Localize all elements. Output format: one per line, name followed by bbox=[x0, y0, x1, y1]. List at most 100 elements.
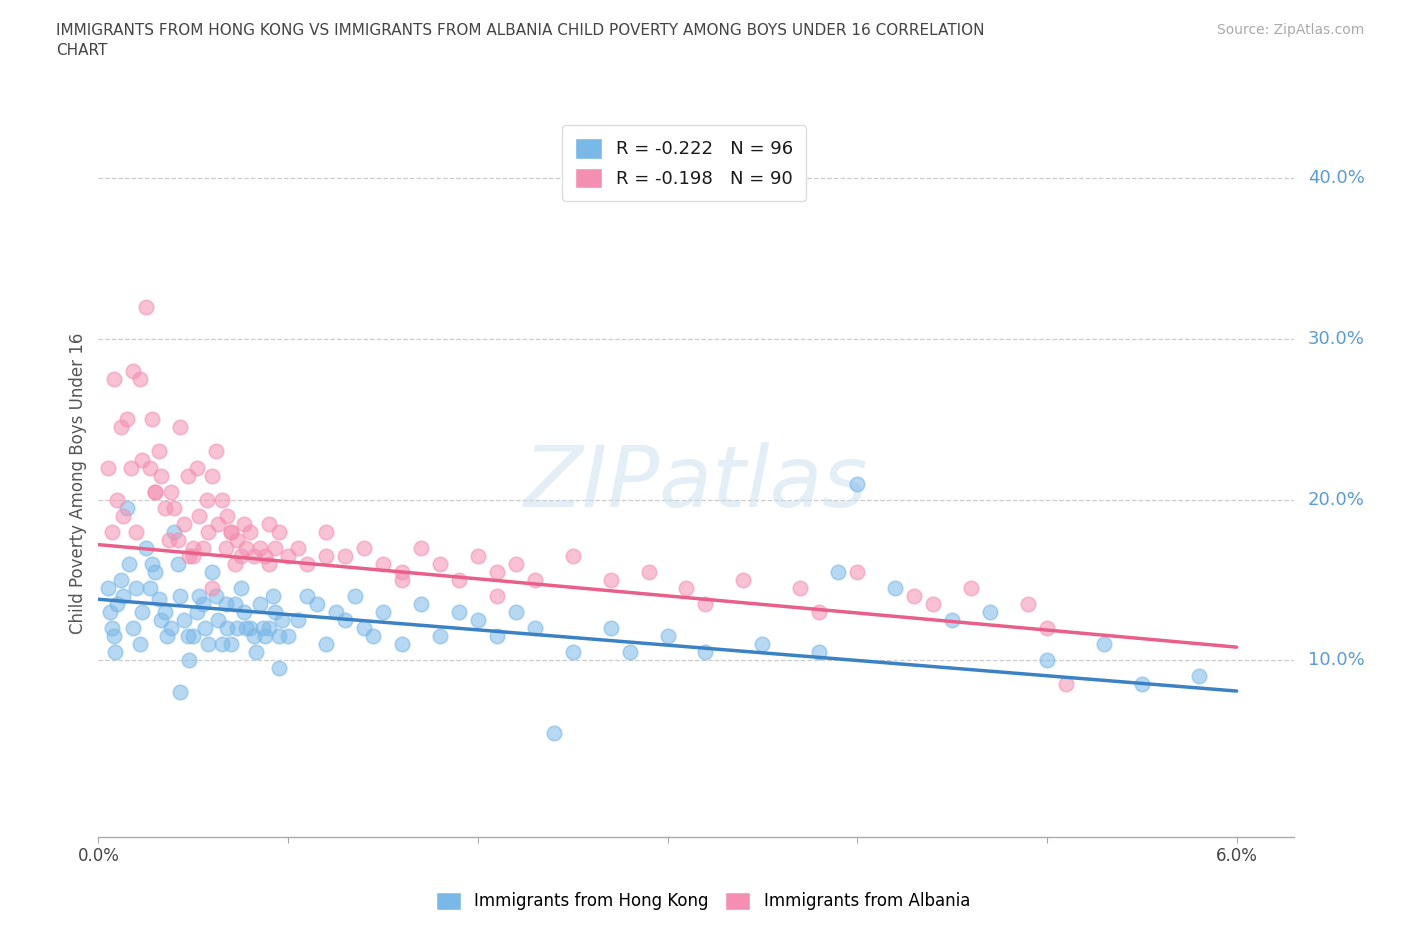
Point bbox=[271, 613, 294, 628]
Point bbox=[103, 629, 125, 644]
Point bbox=[233, 604, 256, 619]
Point bbox=[157, 532, 180, 547]
Point bbox=[254, 549, 277, 564]
Point bbox=[105, 597, 128, 612]
Point bbox=[922, 597, 945, 612]
Point bbox=[129, 637, 152, 652]
Point bbox=[150, 468, 173, 483]
Point bbox=[239, 620, 262, 635]
Point bbox=[153, 500, 176, 515]
Point bbox=[219, 637, 242, 652]
Point bbox=[225, 620, 247, 635]
Point bbox=[131, 604, 153, 619]
Point bbox=[295, 556, 318, 571]
Point bbox=[110, 420, 132, 435]
Point bbox=[561, 549, 583, 564]
Point bbox=[112, 509, 135, 524]
Point bbox=[100, 525, 122, 539]
Point bbox=[191, 540, 214, 555]
Point bbox=[201, 565, 224, 579]
Point bbox=[1130, 677, 1153, 692]
Point bbox=[485, 589, 508, 604]
Text: IMMIGRANTS FROM HONG KONG VS IMMIGRANTS FROM ALBANIA CHILD POVERTY AMONG BOYS UN: IMMIGRANTS FROM HONG KONG VS IMMIGRANTS … bbox=[56, 23, 984, 58]
Point bbox=[467, 549, 489, 564]
Point bbox=[169, 420, 191, 435]
Point bbox=[343, 589, 366, 604]
Point bbox=[1054, 677, 1077, 692]
Point bbox=[391, 565, 413, 579]
Point bbox=[148, 444, 170, 458]
Point bbox=[98, 604, 121, 619]
Y-axis label: Child Poverty Among Boys Under 16: Child Poverty Among Boys Under 16 bbox=[69, 333, 87, 634]
Point bbox=[599, 620, 621, 635]
Point bbox=[135, 299, 157, 314]
Point bbox=[181, 540, 204, 555]
Point bbox=[100, 620, 122, 635]
Point bbox=[235, 540, 257, 555]
Point bbox=[315, 525, 337, 539]
Point bbox=[637, 565, 659, 579]
Point bbox=[1036, 653, 1059, 668]
Point bbox=[219, 525, 242, 539]
Point bbox=[254, 629, 277, 644]
Point bbox=[409, 597, 432, 612]
Point bbox=[121, 364, 143, 379]
Point bbox=[325, 604, 347, 619]
Point bbox=[695, 597, 717, 612]
Point bbox=[979, 604, 1001, 619]
Text: Source: ZipAtlas.com: Source: ZipAtlas.com bbox=[1216, 23, 1364, 37]
Point bbox=[429, 556, 451, 571]
Point bbox=[143, 485, 166, 499]
Point bbox=[287, 540, 309, 555]
Point bbox=[846, 565, 869, 579]
Point bbox=[186, 460, 208, 475]
Point bbox=[233, 516, 256, 531]
Point bbox=[277, 629, 299, 644]
Point bbox=[167, 556, 190, 571]
Point bbox=[217, 620, 239, 635]
Point bbox=[173, 516, 195, 531]
Point bbox=[353, 540, 375, 555]
Point bbox=[197, 525, 219, 539]
Point bbox=[105, 492, 128, 507]
Point bbox=[104, 644, 127, 659]
Point bbox=[186, 604, 208, 619]
Point bbox=[884, 580, 907, 595]
Point bbox=[207, 613, 229, 628]
Point bbox=[103, 372, 125, 387]
Point bbox=[219, 525, 242, 539]
Point bbox=[97, 460, 120, 475]
Point bbox=[201, 580, 224, 595]
Point bbox=[243, 629, 266, 644]
Point bbox=[163, 500, 186, 515]
Point bbox=[733, 573, 755, 588]
Point bbox=[391, 637, 413, 652]
Text: 40.0%: 40.0% bbox=[1308, 169, 1365, 187]
Point bbox=[112, 589, 135, 604]
Point bbox=[153, 604, 176, 619]
Point bbox=[1188, 669, 1211, 684]
Point bbox=[262, 589, 284, 604]
Point bbox=[619, 644, 641, 659]
Point bbox=[169, 589, 191, 604]
Point bbox=[163, 525, 186, 539]
Point bbox=[561, 644, 583, 659]
Point bbox=[543, 725, 565, 740]
Point bbox=[903, 589, 925, 604]
Point bbox=[181, 629, 204, 644]
Point bbox=[197, 637, 219, 652]
Point bbox=[429, 629, 451, 644]
Point bbox=[125, 525, 148, 539]
Point bbox=[224, 597, 246, 612]
Point bbox=[176, 629, 198, 644]
Point bbox=[194, 620, 217, 635]
Point bbox=[143, 565, 166, 579]
Point bbox=[485, 629, 508, 644]
Point bbox=[235, 620, 257, 635]
Point bbox=[179, 653, 201, 668]
Point bbox=[167, 532, 190, 547]
Point bbox=[239, 525, 262, 539]
Point bbox=[211, 637, 233, 652]
Point bbox=[523, 620, 546, 635]
Point bbox=[257, 556, 280, 571]
